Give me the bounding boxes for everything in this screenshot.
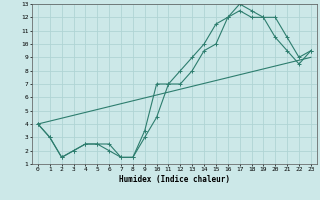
X-axis label: Humidex (Indice chaleur): Humidex (Indice chaleur) <box>119 175 230 184</box>
